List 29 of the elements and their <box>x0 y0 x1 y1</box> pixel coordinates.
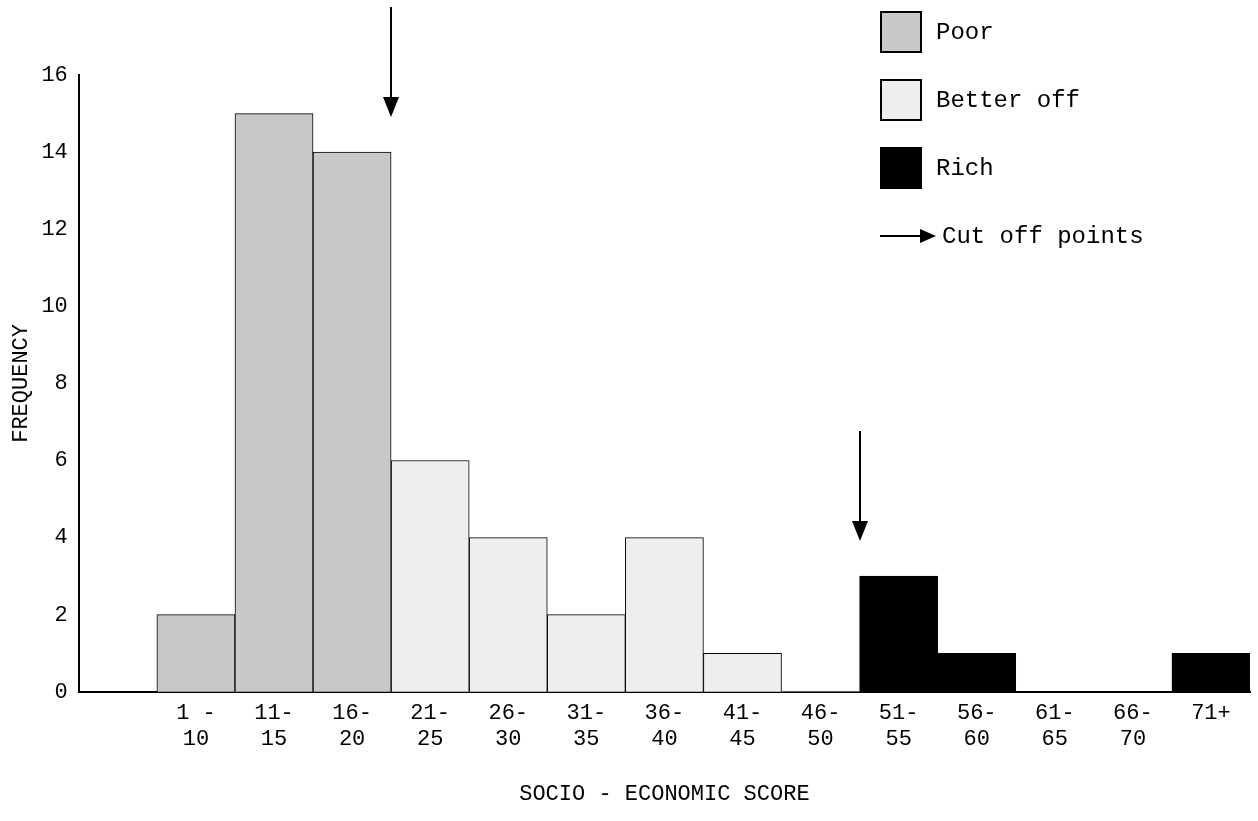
x-axis-title: SOCIO - ECONOMIC SCORE <box>519 781 810 807</box>
annotation: Cut off points <box>942 222 1144 250</box>
x-tick-label: 31- 35 <box>566 700 607 753</box>
y-tick-label: 0 <box>54 679 68 705</box>
x-tick-label: 41- 45 <box>722 700 763 753</box>
legend-label: Poor <box>936 18 994 46</box>
x-tick-label: 36- 40 <box>644 700 685 753</box>
x-tick-label: 61- 65 <box>1035 700 1075 753</box>
legend-label: Better off <box>936 86 1081 114</box>
y-tick-label: 8 <box>54 371 68 397</box>
x-tick-label: 51- 55 <box>878 700 919 753</box>
x-tick-label: 26- 30 <box>488 700 529 753</box>
x-tick-label: 66- 70 <box>1113 700 1153 753</box>
y-tick-label: 2 <box>54 602 68 628</box>
x-tick-label: 16- 20 <box>332 700 372 753</box>
legend-label: Rich <box>936 154 994 182</box>
x-tick-label: 21- 25 <box>410 700 450 753</box>
y-tick-label: 16 <box>41 62 68 88</box>
x-tick-label: 46- 50 <box>800 700 841 753</box>
y-tick-label: 14 <box>41 139 68 165</box>
x-tick-label: 71+ <box>1191 700 1231 726</box>
x-tick-label: 56- 60 <box>956 700 997 753</box>
y-tick-label: 12 <box>41 217 68 243</box>
x-tick-label: 1 - 10 <box>176 700 216 753</box>
y-tick-label: 10 <box>41 294 68 320</box>
x-tick-label: 11- 15 <box>254 700 294 753</box>
y-axis-title: FREQUENCY <box>9 323 35 443</box>
y-tick-label: 4 <box>54 525 68 551</box>
y-tick-label: 6 <box>54 448 68 474</box>
